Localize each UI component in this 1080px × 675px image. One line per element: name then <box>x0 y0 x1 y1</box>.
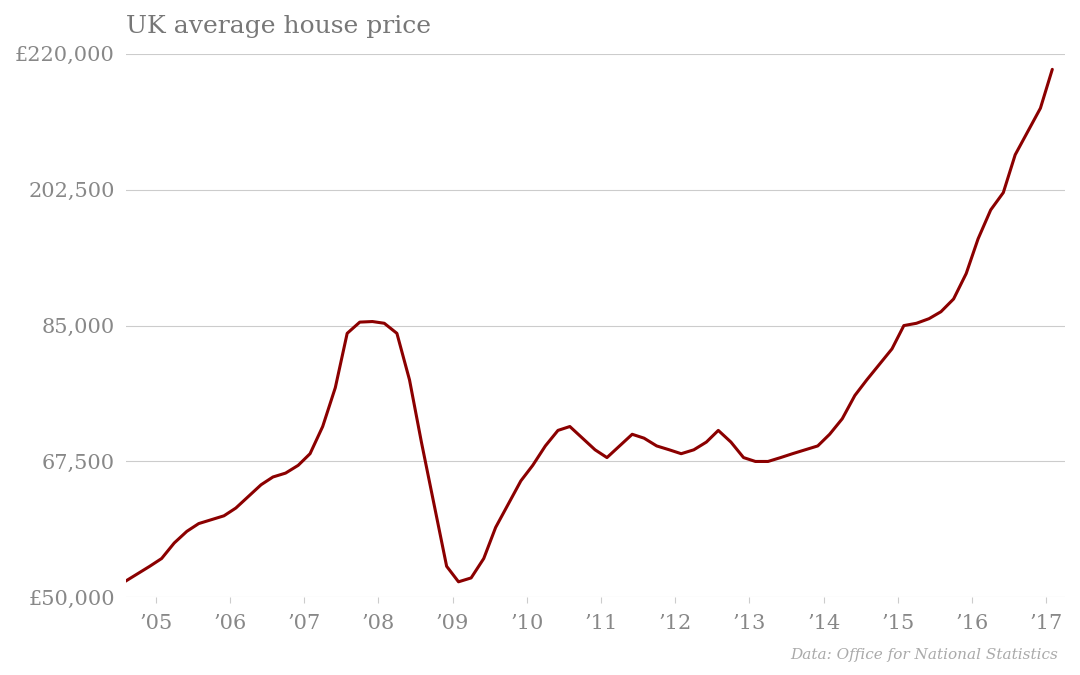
Text: Data: Office for National Statistics: Data: Office for National Statistics <box>791 647 1058 662</box>
Text: UK average house price: UK average house price <box>126 15 431 38</box>
